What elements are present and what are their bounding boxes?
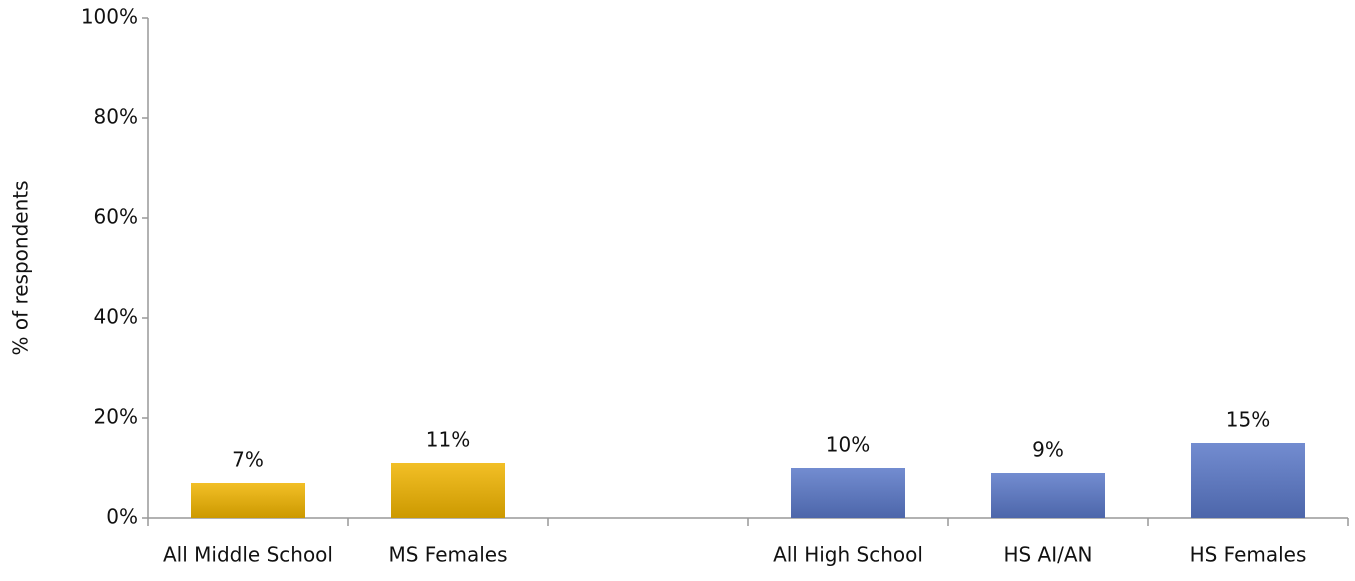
value-label: 15% xyxy=(1226,408,1270,432)
y-tick-label: 60% xyxy=(94,205,138,229)
y-tick-label: 100% xyxy=(81,5,138,29)
x-tick-label: HS AI/AN xyxy=(1003,543,1092,567)
y-tick-label: 20% xyxy=(94,405,138,429)
bar-shade xyxy=(791,468,905,518)
value-label: 11% xyxy=(426,428,470,452)
x-tick-label: MS Females xyxy=(388,543,507,567)
y-tick-label: 40% xyxy=(94,305,138,329)
x-tick-label: All Middle School xyxy=(163,543,333,567)
x-tick-label: HS Females xyxy=(1190,543,1307,567)
y-axis-title: % of respondents xyxy=(9,180,33,355)
value-label: 7% xyxy=(232,448,264,472)
x-tick-label: All High School xyxy=(773,543,923,567)
y-tick-label: 0% xyxy=(106,505,138,529)
value-label: 10% xyxy=(826,433,870,457)
y-tick-label: 80% xyxy=(94,105,138,129)
bar-shade xyxy=(1191,443,1305,518)
bar-shade xyxy=(191,483,305,518)
bar-shade xyxy=(991,473,1105,518)
value-label: 9% xyxy=(1032,438,1064,462)
bar-shade xyxy=(391,463,505,518)
